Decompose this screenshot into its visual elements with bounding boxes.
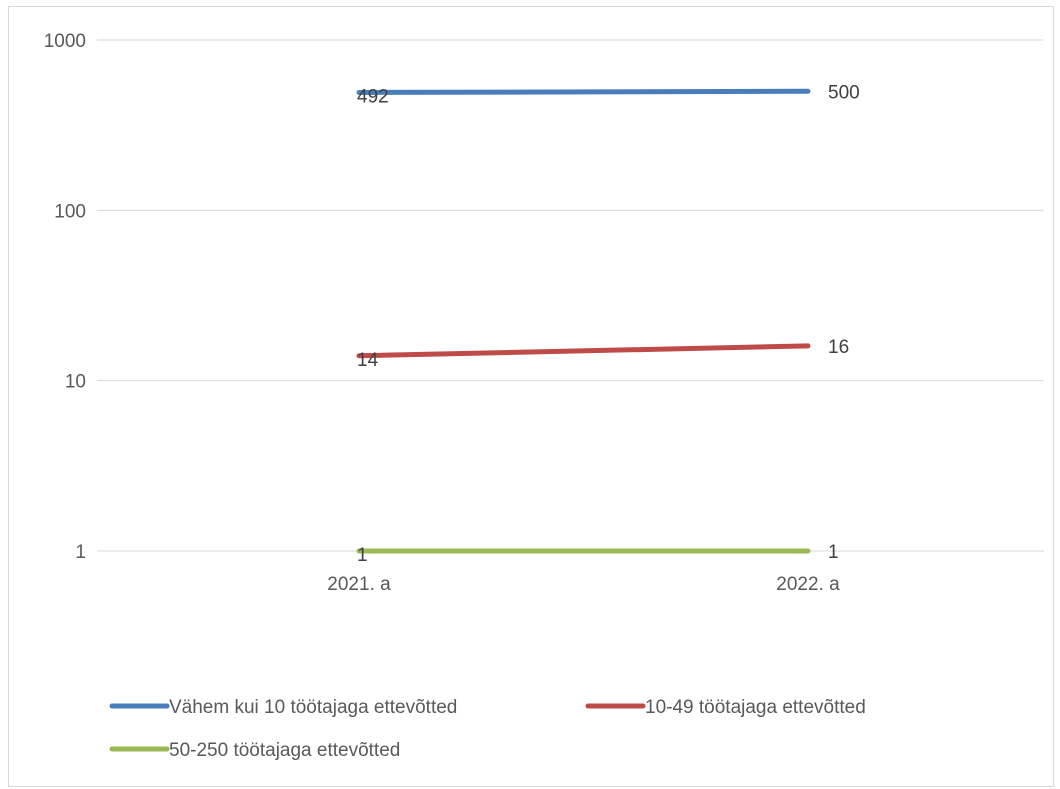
- data-label: 16: [828, 337, 849, 358]
- data-label: 1: [828, 542, 839, 563]
- gridlines: [97, 39, 1044, 552]
- legend: Vähem kui 10 töötajaga ettevõtted 10-49 t…: [109, 697, 866, 761]
- data-label: 492: [357, 86, 389, 107]
- series-line-1: [356, 343, 811, 359]
- series-line-0: [356, 88, 811, 95]
- legend-entry: 10-49 töötajaga ettevõtted: [645, 697, 866, 718]
- legend-entry: Vähem kui 10 töötajaga ettevõtted: [169, 697, 457, 718]
- y-tick-label: 1000: [44, 31, 86, 52]
- x-axis-ticks: 2021. a 2022. a: [327, 574, 840, 595]
- chart-frame: [8, 6, 1054, 787]
- y-tick-label: 100: [54, 201, 86, 222]
- y-tick-label: 1: [75, 542, 86, 563]
- y-tick-label: 10: [65, 372, 86, 393]
- series-lines: [356, 88, 811, 554]
- data-labels: 492 500 14 16 1 1: [357, 82, 860, 566]
- data-label: 1: [357, 545, 368, 566]
- x-tick-label: 2022. a: [776, 574, 840, 595]
- data-label: 14: [357, 350, 379, 371]
- y-axis-ticks: 1 10 100 1000: [44, 31, 86, 563]
- data-label: 500: [828, 82, 860, 103]
- legend-entry: 50-250 töötajaga ettevõtted: [169, 740, 400, 761]
- x-tick-label: 2021. a: [327, 574, 391, 595]
